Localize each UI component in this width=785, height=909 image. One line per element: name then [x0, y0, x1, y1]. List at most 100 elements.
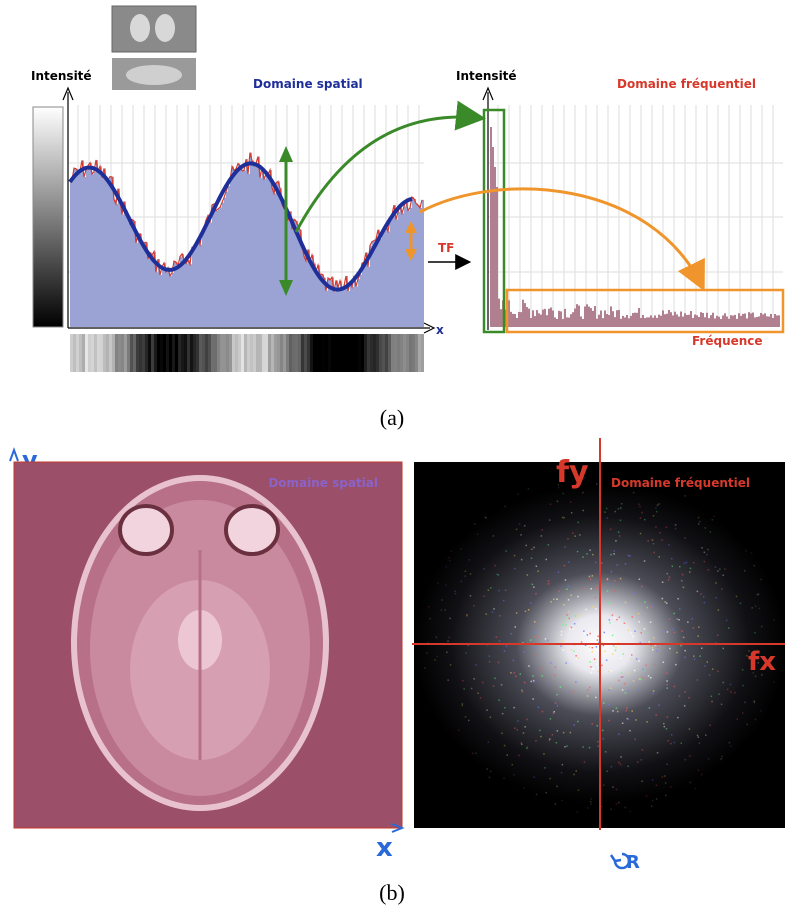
noise-speck: [504, 589, 507, 591]
noise-speck: [652, 799, 654, 802]
noise-speck: [679, 608, 681, 610]
noise-speck: [761, 674, 763, 676]
spectrum-bar: [548, 308, 550, 327]
noise-speck: [597, 670, 599, 673]
noise-speck: [595, 608, 597, 610]
noise-speck: [665, 672, 668, 675]
noise-speck: [503, 650, 506, 652]
histogram-bar: [74, 168, 76, 327]
noise-speck: [440, 609, 442, 611]
green-curved-arrow: [294, 100, 486, 233]
barcode-stripe: [289, 334, 292, 372]
spectrum-bar: [702, 312, 704, 327]
barcode-stripe: [235, 334, 238, 372]
noise-speck: [556, 598, 558, 600]
noise-speck: [464, 716, 467, 718]
noise-speck: [556, 500, 559, 503]
noise-speck: [519, 673, 521, 675]
spectrum-bar: [522, 299, 524, 327]
spectrum-bar: [552, 310, 554, 327]
noise-speck: [464, 570, 467, 572]
grayscale-bar: [32, 106, 64, 328]
noise-speck: [505, 550, 507, 552]
noise-speck: [642, 677, 644, 679]
histogram-bar: [80, 171, 82, 327]
histogram-bar: [390, 219, 392, 327]
noise-speck: [567, 599, 570, 601]
spectrum-bar: [682, 316, 684, 327]
spectrum-bar: [710, 315, 712, 327]
noise-speck: [608, 619, 611, 621]
histogram-bar: [108, 180, 110, 327]
fx-label: fx: [748, 647, 776, 677]
noise-speck: [555, 742, 558, 744]
noise-speck: [698, 520, 701, 523]
noise-speck: [572, 690, 574, 693]
noise-speck: [597, 635, 599, 637]
frequency-domain-title: Domaine fréquentiel: [617, 77, 756, 91]
noise-speck: [523, 681, 526, 684]
noise-speck: [492, 535, 495, 537]
histogram-bar: [202, 232, 204, 327]
noise-speck: [586, 695, 589, 697]
noise-speck: [576, 811, 578, 813]
noise-speck: [627, 765, 629, 767]
noise-speck: [554, 666, 557, 668]
histogram-bar: [238, 163, 240, 327]
noise-speck: [658, 556, 660, 558]
noise-speck: [560, 634, 563, 636]
noise-speck: [626, 717, 629, 720]
histogram-bar: [330, 279, 332, 327]
noise-speck: [754, 654, 756, 656]
histogram-bar: [98, 170, 100, 327]
histogram-bar: [382, 231, 384, 327]
noise-speck: [526, 746, 529, 748]
noise-speck: [490, 587, 492, 589]
spectrum-bar: [562, 318, 564, 327]
noise-speck: [520, 534, 522, 536]
barcode-stripe: [190, 334, 193, 372]
noise-speck: [522, 642, 524, 644]
spectrum-bar: [564, 308, 566, 327]
barcode-stripe: [421, 334, 424, 372]
spectrum-bar: [534, 316, 536, 327]
noise-speck: [652, 692, 654, 695]
frequency-axis-label: Fréquence: [692, 334, 763, 348]
noise-speck: [576, 550, 579, 553]
noise-speck: [590, 803, 592, 805]
noise-speck: [494, 564, 496, 567]
noise-speck: [588, 746, 591, 749]
noise-speck: [448, 636, 450, 639]
spectrum-bar: [746, 318, 748, 327]
noise-speck: [575, 770, 577, 772]
histogram-bar: [104, 168, 106, 327]
noise-speck: [454, 590, 457, 592]
noise-speck: [707, 569, 710, 571]
noise-speck: [474, 523, 476, 525]
spectrum-bar: [708, 318, 710, 327]
noise-speck: [645, 795, 648, 797]
noise-speck: [553, 598, 555, 600]
histogram-bar: [372, 241, 374, 327]
fy-label: fy: [556, 455, 589, 490]
noise-speck: [643, 628, 646, 630]
noise-speck: [646, 606, 648, 609]
noise-speck: [711, 700, 713, 703]
histogram-bar: [320, 274, 322, 327]
noise-speck: [666, 763, 668, 766]
noise-speck: [613, 550, 615, 552]
noise-speck: [437, 582, 439, 584]
barcode-stripe: [319, 334, 322, 372]
noise-speck: [445, 584, 447, 586]
spectrum-bar: [582, 318, 584, 327]
noise-speck: [597, 585, 599, 587]
noise-speck: [469, 573, 472, 575]
noise-speck: [450, 550, 453, 552]
noise-speck: [751, 607, 753, 609]
spectrum-bar: [716, 315, 718, 327]
noise-speck: [623, 682, 626, 685]
noise-speck: [710, 695, 713, 697]
noise-speck: [635, 658, 638, 660]
spectrum-bar: [572, 312, 574, 327]
histogram-bar: [200, 244, 202, 327]
